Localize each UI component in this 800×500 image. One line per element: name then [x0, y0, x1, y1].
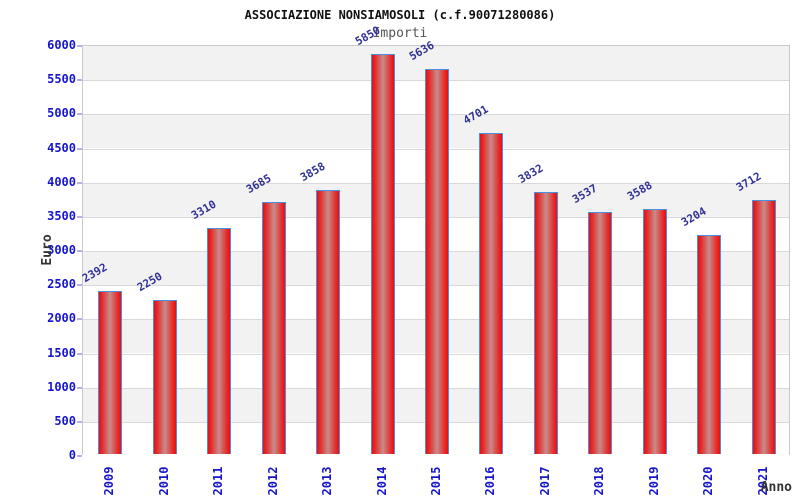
x-tick-label: 2015 — [429, 466, 443, 496]
y-tick-label: 6000 — [47, 38, 76, 52]
y-axis-tick-mark — [77, 352, 82, 355]
y-tick-label: 1000 — [47, 379, 76, 394]
x-tick-label: 2014 — [374, 466, 389, 496]
x-tick-label: 2011 — [211, 466, 226, 496]
y-tick-label: 0 — [68, 448, 76, 462]
y-tick-label: 5000 — [47, 106, 76, 121]
y-tick-label: 2500 — [47, 277, 76, 292]
y-axis-tick-mark — [77, 318, 82, 321]
y-tick-label: 2000 — [47, 311, 76, 326]
bar-2016 — [479, 132, 504, 454]
bar-2014 — [370, 54, 395, 454]
x-tick-label: 2009 — [102, 466, 117, 496]
bar-2021 — [751, 200, 776, 454]
x-tick-label: 2013 — [320, 466, 335, 496]
x-tick-label: 2012 — [265, 466, 280, 496]
x-tick-label: 2019 — [646, 466, 661, 496]
y-axis-tick-mark — [77, 455, 82, 457]
y-axis-tick-mark — [77, 79, 82, 82]
bar-2019 — [642, 208, 667, 454]
y-axis-tick-mark — [77, 215, 82, 218]
y-tick-label: 500 — [54, 413, 76, 428]
bar-2013 — [316, 190, 341, 454]
bar-2011 — [207, 227, 232, 454]
chart-subtitle: Importi — [372, 26, 428, 41]
x-tick-label: 2016 — [483, 466, 498, 496]
x-tick-label: 2010 — [156, 466, 171, 496]
y-tick-label: 4500 — [47, 140, 76, 155]
y-tick-label: 3500 — [47, 208, 76, 223]
plot-area — [82, 45, 790, 456]
y-axis-tick-mark — [77, 250, 82, 252]
bar-2018 — [588, 212, 613, 454]
y-tick-label: 3000 — [47, 243, 76, 257]
chart-title: ASSOCIAZIONE NONSIAMOSOLI (c.f.900712800… — [244, 8, 556, 22]
x-tick-label: 2020 — [701, 466, 716, 496]
y-tick-label: 1500 — [47, 345, 76, 360]
y-axis-title: Euro — [40, 234, 55, 266]
y-axis-tick-mark — [77, 420, 82, 423]
x-axis-title: Anno — [760, 480, 792, 495]
y-axis-tick-mark — [77, 386, 82, 389]
bar-2010 — [152, 300, 177, 454]
y-axis-tick-mark — [77, 284, 82, 287]
y-axis-tick-mark — [77, 45, 82, 47]
y-axis-tick-mark — [77, 113, 82, 116]
bar-2020 — [697, 235, 722, 454]
bar-2009 — [98, 290, 123, 454]
y-axis-tick-mark — [77, 181, 82, 184]
bar-2012 — [261, 202, 286, 454]
x-tick-label: 2017 — [537, 466, 552, 496]
bar-2015 — [425, 68, 449, 454]
y-tick-label: 5500 — [47, 72, 76, 87]
y-tick-label: 4000 — [47, 174, 76, 189]
bar-2017 — [533, 192, 558, 454]
y-axis-tick-mark — [77, 147, 82, 150]
x-tick-label: 2018 — [592, 466, 607, 496]
